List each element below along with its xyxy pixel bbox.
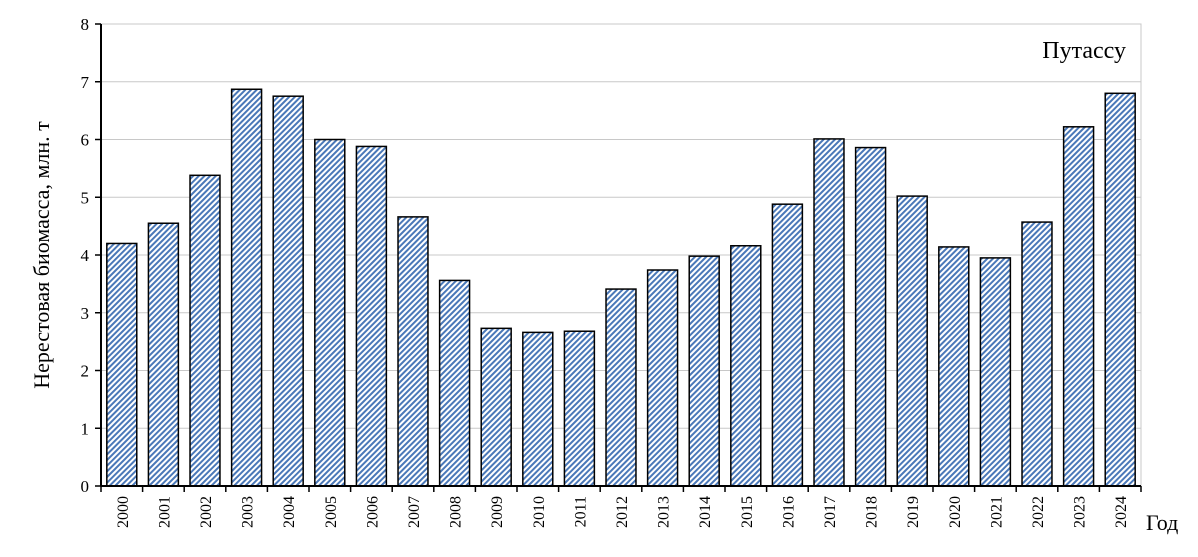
bar-2005 bbox=[314, 138, 346, 487]
x-tick-label: 2019 bbox=[905, 496, 922, 528]
axes bbox=[95, 23, 1142, 492]
x-tick-label: 2021 bbox=[988, 496, 1005, 528]
y-tick-label: 3 bbox=[81, 304, 90, 323]
bar-2018 bbox=[854, 146, 887, 487]
bar-2008 bbox=[438, 279, 471, 487]
x-tick-label: 2013 bbox=[656, 496, 673, 528]
x-tick-labels: 2000 2001 2002 2003 2004 2005 2006 2007 2008 2009… bbox=[115, 496, 1130, 528]
y-tick-label: 1 bbox=[81, 419, 90, 438]
bar-2001 bbox=[147, 222, 180, 487]
x-tick-label: 2023 bbox=[1072, 496, 1089, 528]
bar-2004 bbox=[272, 95, 304, 487]
bar-2010 bbox=[522, 331, 554, 487]
x-tick-label: 2024 bbox=[1113, 496, 1130, 528]
bar-2014 bbox=[688, 255, 720, 487]
y-tick-label: 7 bbox=[81, 73, 90, 92]
x-tick-label: 2018 bbox=[864, 496, 881, 528]
bar-2002 bbox=[189, 174, 221, 487]
y-tick-label: 6 bbox=[81, 131, 90, 150]
legend-box bbox=[1015, 28, 1137, 70]
x-tick-label: 2017 bbox=[822, 496, 839, 528]
bar-2023 bbox=[1062, 126, 1095, 487]
x-tick-label: 2010 bbox=[531, 496, 548, 528]
x-tick-label: 2001 bbox=[156, 496, 173, 528]
x-tick-label: 2014 bbox=[697, 496, 714, 528]
bar-2024 bbox=[1104, 92, 1136, 487]
bar-2003 bbox=[230, 88, 263, 487]
x-tick-label: 2003 bbox=[240, 496, 257, 528]
y-tick-label: 5 bbox=[81, 188, 90, 207]
y-tick-label: 0 bbox=[81, 477, 90, 496]
y-tick-label: 8 bbox=[81, 15, 90, 34]
x-tick-label: 2007 bbox=[406, 496, 423, 528]
bar-2019 bbox=[896, 195, 928, 487]
x-tick-label: 2015 bbox=[739, 496, 756, 528]
bars bbox=[106, 88, 1136, 487]
bar-2011 bbox=[563, 330, 596, 487]
x-tick-label: 2006 bbox=[364, 496, 381, 528]
x-tick-label: 2022 bbox=[1030, 496, 1047, 528]
x-tick-label: 2002 bbox=[198, 496, 215, 528]
x-tick-label: 2016 bbox=[780, 496, 797, 528]
x-tick-label: 2004 bbox=[281, 496, 298, 528]
bar-2012 bbox=[605, 288, 637, 487]
bar-2016 bbox=[771, 203, 804, 487]
bar-2009 bbox=[480, 327, 512, 487]
bar-2006 bbox=[355, 145, 388, 487]
bar-2015 bbox=[730, 245, 762, 487]
y-axis-title: Нерестовая биомасса, млн. т bbox=[29, 121, 54, 389]
y-tick-label: 4 bbox=[81, 246, 90, 265]
x-tick-label: 2011 bbox=[572, 496, 589, 527]
bar-2020 bbox=[938, 246, 970, 487]
bar-2022 bbox=[1021, 221, 1053, 487]
y-tick-labels: 0 1 2 3 4 5 6 7 8 bbox=[81, 15, 90, 496]
x-tick-label: 2020 bbox=[947, 496, 964, 528]
x-tick-label: 2012 bbox=[614, 496, 631, 528]
legend-series-label: Путассу bbox=[1042, 38, 1126, 64]
bar-2017 bbox=[813, 138, 845, 487]
x-tick-label: 2005 bbox=[323, 496, 340, 528]
bar-2013 bbox=[646, 269, 679, 487]
x-tick-label: 2000 bbox=[115, 496, 132, 528]
x-tick-label: 2009 bbox=[489, 496, 506, 528]
bar-2021 bbox=[979, 257, 1012, 487]
bar-2007 bbox=[397, 216, 429, 487]
x-axis-title: Год bbox=[1146, 510, 1178, 535]
bar-2000 bbox=[106, 242, 138, 487]
x-tick-label: 2008 bbox=[448, 496, 465, 528]
y-tick-label: 2 bbox=[81, 362, 90, 381]
